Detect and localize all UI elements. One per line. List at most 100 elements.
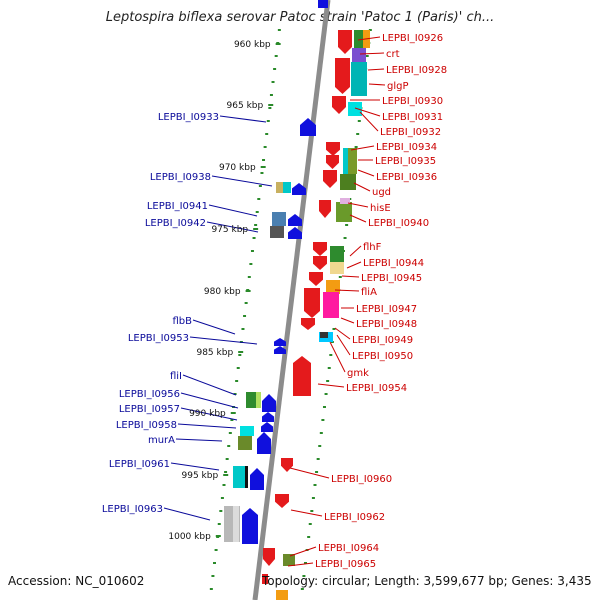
annotation-box: [318, 0, 328, 8]
reverse-gene-arrow: [300, 118, 316, 136]
leader-line: [367, 68, 385, 71]
leader-line: [346, 261, 362, 269]
left-gene-label: LEPBI_I0942: [145, 218, 206, 229]
annotation-box: [240, 426, 254, 436]
annotation-box: [276, 590, 288, 600]
left-gene-label: LEPBI_I0933: [158, 112, 219, 123]
leader-line: [357, 169, 375, 177]
scale-label: 960 kbp: [234, 40, 271, 50]
annotation-box: [352, 48, 366, 62]
annotation-box: [330, 262, 344, 274]
annotation-box: [340, 174, 356, 190]
annotation-box: [351, 62, 367, 96]
annotation-box: [336, 202, 352, 222]
leader-line: [368, 83, 386, 86]
leader-line: [349, 245, 362, 257]
right-gene-label: LEPBI_I0945: [361, 273, 422, 284]
scale-label: 985 kbp: [196, 348, 233, 358]
leader-line: [347, 202, 369, 208]
right-gene-label: glgP: [387, 81, 409, 92]
scale-label: 990 kbp: [189, 409, 226, 419]
annotation-box: [270, 226, 284, 238]
right-gene-label: LEPBI_I0947: [356, 304, 417, 315]
left-gene-label: LEPBI_I0958: [116, 420, 177, 431]
left-gene-label: LEPBI_I0961: [109, 459, 170, 470]
leader-line: [336, 334, 351, 356]
right-gene-label: hisE: [370, 203, 391, 214]
leader-line: [317, 383, 345, 388]
annotation-box: [343, 148, 352, 174]
reverse-gene-arrow: [274, 346, 286, 354]
right-gene-label: LEPBI_I0936: [376, 172, 437, 183]
leader-line: [208, 204, 258, 217]
right-gene-label: LEPBI_I0935: [375, 156, 436, 167]
annotation-box: [238, 436, 252, 450]
reverse-gene-arrow: [250, 468, 264, 490]
leader-line: [182, 374, 237, 396]
annotation-box: [233, 506, 239, 542]
forward-gene-arrow: [281, 458, 293, 472]
reverse-gene-arrow: [288, 227, 302, 239]
leader-line: [189, 336, 258, 345]
right-gene-label: LEPBI_I0960: [331, 474, 392, 485]
forward-gene-arrow: [313, 256, 327, 270]
annotation-box: [348, 102, 362, 116]
scale-label: 1000 kbp: [168, 532, 211, 542]
forward-gene-arrow: [304, 288, 320, 318]
right-gene-label: LEPBI_I0948: [356, 319, 417, 330]
reverse-gene-arrow: [262, 412, 274, 422]
forward-gene-arrow: [319, 200, 331, 218]
right-gene-label: fliA: [361, 287, 377, 298]
leader-line: [353, 182, 371, 192]
annotation-box: [283, 554, 295, 566]
gene-features: [224, 0, 370, 600]
annotation-box: [348, 148, 357, 174]
scale-label: 965 kbp: [227, 101, 264, 111]
leader-line: [350, 145, 375, 151]
reverse-gene-arrow: [242, 508, 258, 544]
right-gene-label: ugd: [372, 187, 391, 198]
topology-text: Topology: circular; Length: 3,599,677 bp…: [262, 574, 592, 588]
right-gene-label: LEPBI_I0954: [346, 383, 407, 394]
map-title: Leptospira biflexa serovar Patoc strain …: [105, 10, 495, 25]
right-gene-label: LEPBI_I0926: [382, 33, 443, 44]
leader-line: [329, 341, 346, 373]
leader-line: [354, 107, 381, 117]
reverse-gene-arrow: [257, 432, 271, 454]
leader-line: [334, 327, 351, 340]
annotation-box: [320, 332, 328, 338]
right-gene-label: gmk: [347, 368, 369, 379]
reverse-gene-arrow: [262, 394, 276, 412]
label-lines: [163, 36, 386, 567]
accession-text: Accession: NC_010602: [8, 574, 145, 588]
forward-gene-arrow: [332, 96, 346, 114]
right-gene-label: LEPBI_I0931: [382, 112, 443, 123]
right-gene-label: LEPBI_I0934: [376, 142, 437, 153]
leader-line: [290, 509, 323, 517]
left-gene-label: LEPBI_I0941: [147, 201, 208, 212]
annotation-box: [340, 198, 350, 204]
forward-gene-arrow: [335, 58, 350, 94]
reverse-gene-arrow: [292, 183, 306, 195]
annotation-box: [233, 466, 247, 488]
leader-line: [170, 462, 220, 471]
right-gene-label: crt: [386, 49, 400, 60]
annotation-box: [276, 182, 286, 193]
leader-line: [357, 36, 381, 41]
leader-line: [219, 115, 267, 123]
leader-line: [192, 319, 236, 335]
leader-line: [211, 175, 273, 187]
reverse-gene-arrow: [293, 356, 311, 396]
annotation-box: [326, 280, 340, 294]
annotation-box: [323, 292, 339, 318]
leader-line: [334, 289, 360, 292]
leader-line: [359, 52, 385, 55]
reverse-gene-arrow: [274, 338, 286, 346]
right-gene-label: LEPBI_I0949: [352, 335, 413, 346]
right-gene-label: LEPBI_I0962: [324, 512, 385, 523]
reverse-gene-arrow: [261, 422, 273, 432]
left-gene-label: LEPBI_I0957: [119, 404, 180, 415]
leader-line: [349, 214, 367, 223]
annotation-box: [256, 392, 261, 408]
